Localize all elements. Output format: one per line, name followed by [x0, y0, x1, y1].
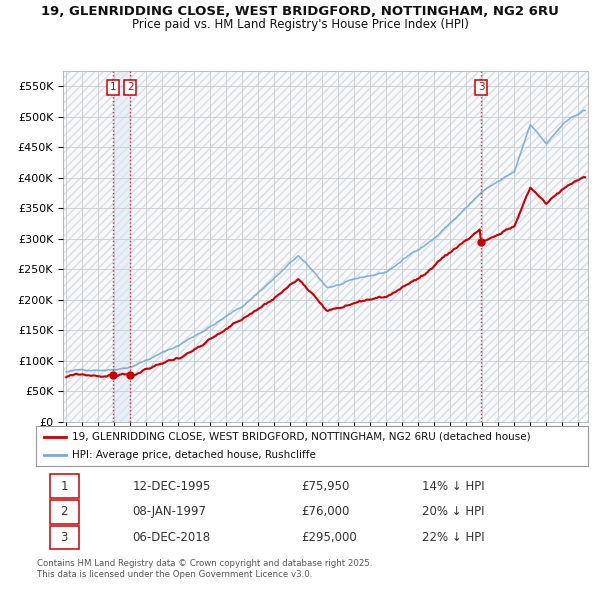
FancyBboxPatch shape: [50, 474, 79, 498]
Text: 19, GLENRIDDING CLOSE, WEST BRIDGFORD, NOTTINGHAM, NG2 6RU: 19, GLENRIDDING CLOSE, WEST BRIDGFORD, N…: [41, 5, 559, 18]
Text: £75,950: £75,950: [301, 480, 349, 493]
Text: 2: 2: [61, 505, 68, 519]
Text: HPI: Average price, detached house, Rushcliffe: HPI: Average price, detached house, Rush…: [72, 450, 316, 460]
Text: 1: 1: [61, 480, 68, 493]
Text: 1: 1: [110, 82, 116, 92]
FancyBboxPatch shape: [50, 526, 79, 549]
Text: 20% ↓ HPI: 20% ↓ HPI: [422, 505, 485, 519]
Text: 22% ↓ HPI: 22% ↓ HPI: [422, 531, 485, 544]
Text: 2: 2: [127, 82, 134, 92]
Text: 3: 3: [478, 82, 484, 92]
Text: 14% ↓ HPI: 14% ↓ HPI: [422, 480, 485, 493]
FancyBboxPatch shape: [50, 500, 79, 524]
Text: 06-DEC-2018: 06-DEC-2018: [133, 531, 211, 544]
Text: £295,000: £295,000: [301, 531, 357, 544]
Text: Price paid vs. HM Land Registry's House Price Index (HPI): Price paid vs. HM Land Registry's House …: [131, 18, 469, 31]
Text: 12-DEC-1995: 12-DEC-1995: [133, 480, 211, 493]
Bar: [113, 71, 130, 422]
Text: 08-JAN-1997: 08-JAN-1997: [133, 505, 206, 519]
Text: £76,000: £76,000: [301, 505, 349, 519]
Text: 3: 3: [61, 531, 68, 544]
Text: 19, GLENRIDDING CLOSE, WEST BRIDGFORD, NOTTINGHAM, NG2 6RU (detached house): 19, GLENRIDDING CLOSE, WEST BRIDGFORD, N…: [72, 432, 530, 442]
Text: Contains HM Land Registry data © Crown copyright and database right 2025.
This d: Contains HM Land Registry data © Crown c…: [37, 559, 373, 579]
